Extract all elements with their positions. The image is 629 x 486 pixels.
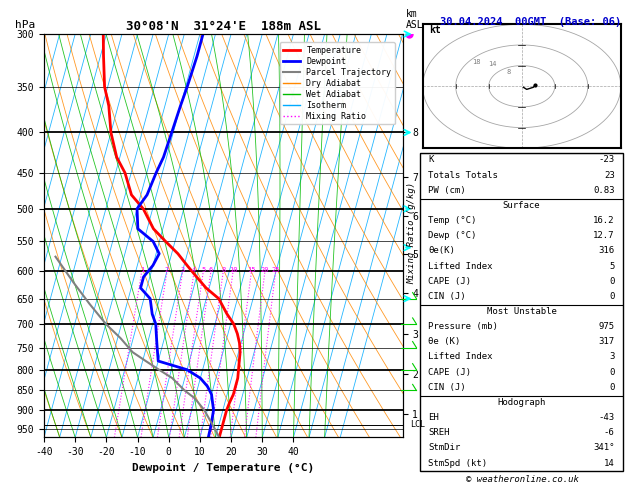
Text: K: K — [428, 156, 433, 164]
Text: 0.83: 0.83 — [593, 186, 615, 195]
Text: EH: EH — [428, 413, 439, 422]
Text: 23: 23 — [604, 171, 615, 179]
Text: 25: 25 — [271, 267, 280, 273]
Text: Most Unstable: Most Unstable — [486, 307, 557, 316]
Text: -23: -23 — [598, 156, 615, 164]
Text: 5: 5 — [610, 261, 615, 271]
Text: 16.2: 16.2 — [593, 216, 615, 225]
Text: SREH: SREH — [428, 428, 450, 437]
Text: CAPE (J): CAPE (J) — [428, 277, 471, 286]
Text: 341°: 341° — [593, 443, 615, 452]
Text: 975: 975 — [598, 322, 615, 331]
Text: 18: 18 — [472, 59, 481, 65]
Title: 30°08'N  31°24'E  188m ASL: 30°08'N 31°24'E 188m ASL — [126, 20, 321, 33]
Text: 3: 3 — [610, 352, 615, 362]
Text: -43: -43 — [598, 413, 615, 422]
Text: Lifted Index: Lifted Index — [428, 261, 493, 271]
Text: 14: 14 — [487, 61, 496, 67]
Text: PW (cm): PW (cm) — [428, 186, 466, 195]
Text: 30.04.2024  00GMT  (Base: 06): 30.04.2024 00GMT (Base: 06) — [440, 17, 621, 27]
Text: θe(K): θe(K) — [428, 246, 455, 255]
Text: 0: 0 — [610, 277, 615, 286]
Text: Pressure (mb): Pressure (mb) — [428, 322, 498, 331]
Text: 20: 20 — [260, 267, 269, 273]
Text: CIN (J): CIN (J) — [428, 383, 466, 392]
Text: 0: 0 — [610, 367, 615, 377]
Text: 15: 15 — [247, 267, 256, 273]
Text: Temp (°C): Temp (°C) — [428, 216, 477, 225]
Text: 5: 5 — [201, 267, 206, 273]
Text: 4: 4 — [192, 267, 196, 273]
Text: 3: 3 — [181, 267, 185, 273]
Text: LCL: LCL — [409, 420, 425, 430]
Text: 6: 6 — [209, 267, 213, 273]
Text: Lifted Index: Lifted Index — [428, 352, 493, 362]
Text: km
ASL: km ASL — [406, 9, 424, 30]
Text: kt: kt — [430, 25, 441, 35]
Text: 10: 10 — [229, 267, 237, 273]
X-axis label: Dewpoint / Temperature (°C): Dewpoint / Temperature (°C) — [132, 463, 314, 473]
Text: Mixing Ratio (g/kg): Mixing Ratio (g/kg) — [408, 182, 416, 284]
Text: CAPE (J): CAPE (J) — [428, 367, 471, 377]
Text: -6: -6 — [604, 428, 615, 437]
Text: 2: 2 — [165, 267, 169, 273]
Text: © weatheronline.co.uk: © weatheronline.co.uk — [465, 474, 579, 484]
Text: CIN (J): CIN (J) — [428, 292, 466, 301]
Text: 14: 14 — [604, 459, 615, 468]
Text: hPa: hPa — [15, 20, 36, 30]
Text: Hodograph: Hodograph — [498, 398, 545, 407]
Text: θe (K): θe (K) — [428, 337, 460, 347]
Text: Surface: Surface — [503, 201, 540, 210]
Text: 316: 316 — [598, 246, 615, 255]
Text: 0: 0 — [610, 292, 615, 301]
Legend: Temperature, Dewpoint, Parcel Trajectory, Dry Adiabat, Wet Adiabat, Isotherm, Mi: Temperature, Dewpoint, Parcel Trajectory… — [280, 42, 395, 124]
Text: 12.7: 12.7 — [593, 231, 615, 240]
Text: 8: 8 — [221, 267, 225, 273]
Text: 0: 0 — [610, 383, 615, 392]
Text: StmDir: StmDir — [428, 443, 460, 452]
Text: Dewp (°C): Dewp (°C) — [428, 231, 477, 240]
Text: 1: 1 — [140, 267, 144, 273]
Text: 8: 8 — [506, 69, 511, 75]
Text: Totals Totals: Totals Totals — [428, 171, 498, 179]
Text: StmSpd (kt): StmSpd (kt) — [428, 459, 487, 468]
Text: 317: 317 — [598, 337, 615, 347]
